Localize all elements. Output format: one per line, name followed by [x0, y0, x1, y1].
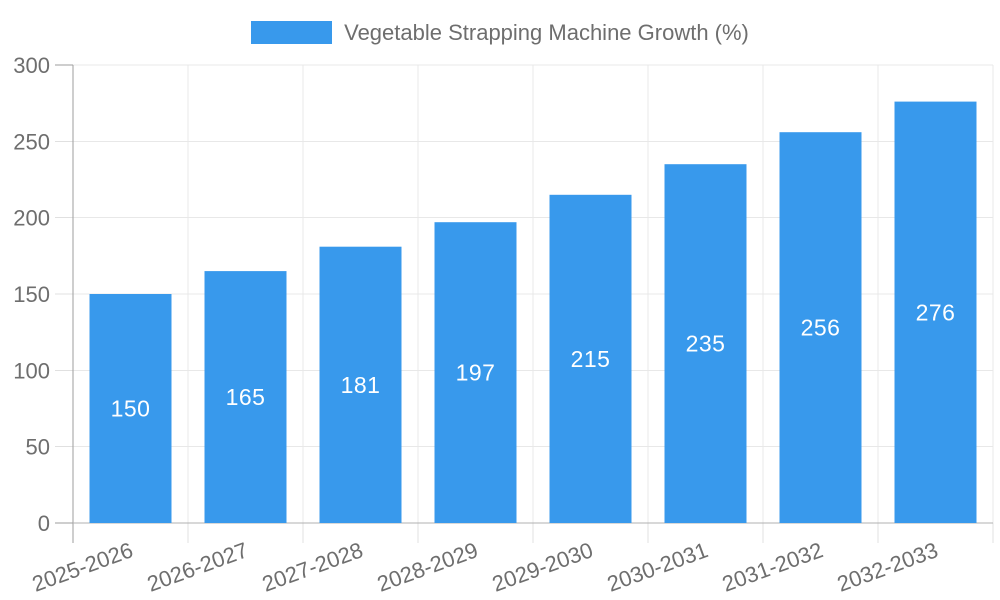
y-tick-label: 250 — [13, 129, 50, 154]
bar-value-label: 215 — [571, 346, 611, 372]
bar-value-label: 150 — [111, 396, 151, 422]
chart-legend[interactable]: Vegetable Strapping Machine Growth (%) — [0, 21, 1000, 44]
bar-2029-2030 — [549, 194, 632, 524]
bar-value-label: 235 — [686, 331, 726, 357]
y-tick-label: 150 — [13, 282, 50, 307]
bar-value-label: 165 — [226, 384, 266, 410]
x-category-label: 2029-2030 — [489, 537, 596, 596]
bar-2032-2033 — [894, 101, 977, 523]
x-category-label: 2026-2027 — [144, 537, 251, 596]
bar-2027-2028 — [319, 246, 402, 523]
y-tick-label: 0 — [38, 511, 50, 536]
bar-value-label: 197 — [456, 360, 496, 386]
legend-label: Vegetable Strapping Machine Growth (%) — [344, 20, 749, 45]
y-tick-label: 100 — [13, 358, 50, 383]
x-category-label: 2027-2028 — [259, 537, 366, 596]
y-tick-label: 200 — [13, 206, 50, 231]
bar-value-label: 256 — [801, 315, 841, 341]
legend-swatch — [251, 21, 333, 44]
x-category-label: 2031-2032 — [719, 537, 826, 596]
x-category-label: 2032-2033 — [834, 537, 941, 596]
x-category-label: 2028-2029 — [374, 537, 481, 596]
bar-2030-2031 — [664, 164, 747, 523]
bar-2025-2026 — [89, 294, 172, 523]
bar-value-label: 276 — [916, 299, 956, 325]
bar-2031-2032 — [779, 132, 862, 523]
x-category-label: 2030-2031 — [604, 537, 711, 596]
bar-2026-2027 — [204, 271, 287, 523]
y-tick-label: 300 — [13, 53, 50, 78]
bar-value-label: 181 — [341, 372, 381, 398]
bar-2028-2029 — [434, 222, 517, 523]
x-category-label: 2025-2026 — [29, 537, 136, 596]
y-tick-label: 50 — [26, 435, 50, 460]
